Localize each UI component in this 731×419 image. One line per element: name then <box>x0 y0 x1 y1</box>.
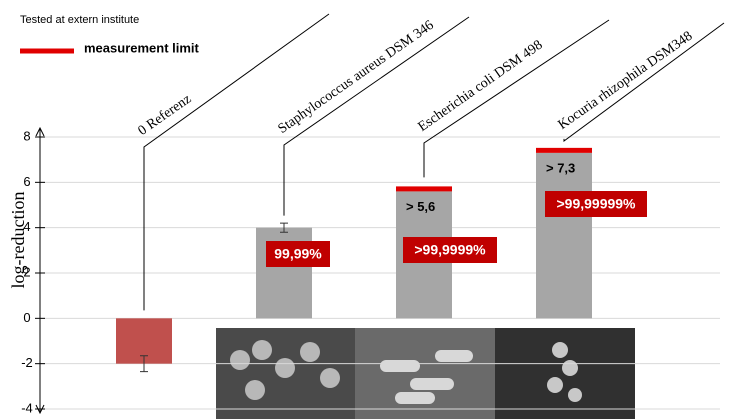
measurement-limit <box>536 147 592 153</box>
reduction-box <box>403 237 497 263</box>
y-tick-label: 8 <box>23 128 30 143</box>
note: Tested at extern institute <box>20 14 139 26</box>
reduction-text: 99,99% <box>274 246 322 262</box>
y-tick-label: 0 <box>23 310 30 325</box>
value-label: > 7,3 <box>546 160 575 175</box>
leader-line <box>563 22 725 142</box>
leader-line <box>143 13 330 311</box>
reduction-label: >99,99999% <box>545 191 647 217</box>
y-tick-label: 4 <box>23 219 30 234</box>
category-label: Escherichia coli DSM 498 <box>416 38 546 135</box>
reduction-box <box>266 241 330 267</box>
reduction-label: 99,99% <box>266 241 330 267</box>
photos <box>216 328 635 419</box>
y-tick-label: -2 <box>21 355 33 370</box>
y-tick-label: 6 <box>23 174 30 189</box>
category-label: Kocuria rhizophila DSM348 <box>556 29 696 133</box>
reduction-text: >99,99999% <box>556 196 636 212</box>
value-label: > 5,6 <box>406 199 435 214</box>
error-bar <box>140 355 148 373</box>
error-bar <box>280 222 288 233</box>
y-tick-label: 2 <box>23 264 30 279</box>
reduction-text: >99,9999% <box>414 242 486 258</box>
reduction-label: >99,9999% <box>403 237 497 263</box>
y-axis-label: log-reduction <box>8 192 28 289</box>
reduction-box <box>545 191 647 217</box>
axis-arrow <box>35 126 45 415</box>
leader-line <box>283 16 470 216</box>
y-tick-label: -4 <box>21 400 33 415</box>
bar <box>536 152 592 319</box>
leader-line <box>423 19 610 178</box>
measurement-limit <box>396 186 452 192</box>
legend-label: measurement limit <box>84 40 200 55</box>
